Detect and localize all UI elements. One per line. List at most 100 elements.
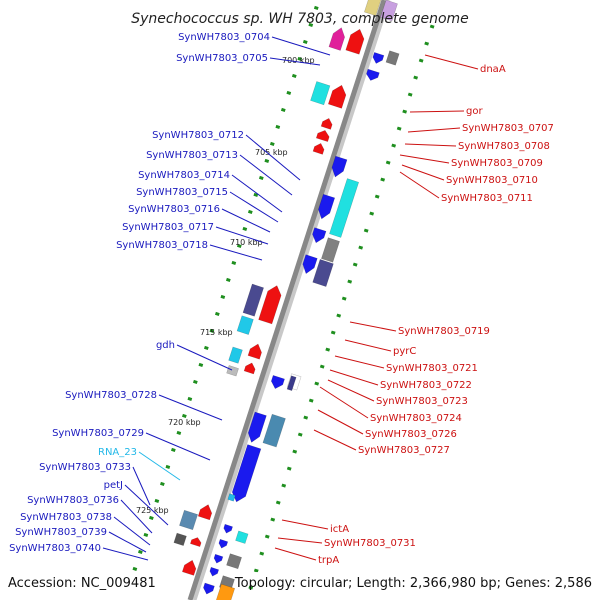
gene-feature [321,237,340,263]
gene-label-right: SynWH7803_0724 [370,413,462,424]
connector-line [281,519,329,530]
gene-shape [227,493,236,502]
tick-dot-right [292,449,298,454]
connector-line [404,143,457,147]
connector-line [124,484,169,526]
gene-label-left: SynWH7803_0728 [65,390,157,401]
gene-label-right: pyrC [393,346,416,357]
gene-feature [310,81,331,106]
gene-feature [242,283,264,317]
gene-feature [173,532,187,546]
connector-line [271,36,331,56]
gene-shape [226,365,239,377]
backbone-shadow [191,0,391,600]
gene-label-left: SynWH7803_0739 [15,527,107,538]
connector-line [120,499,153,534]
tick-dot-right [330,330,336,335]
gene-feature [203,582,215,595]
connector-line [138,451,181,481]
gene-label-right: SynWH7803_0710 [446,175,538,186]
gene-feature [226,365,239,377]
tick-dot-right [275,500,281,505]
tick-dot-right [424,41,430,46]
connector-line [344,339,392,352]
gene-feature [328,27,345,51]
gene-feature [235,530,249,544]
gene-label-left: SynWH7803_0740 [9,543,101,554]
connector-line [313,429,357,451]
gene-feature [179,509,198,531]
gene-label-right: SynWH7803_0722 [380,380,472,391]
gene-shape [228,346,243,364]
kbp-tick-label: 700 kbp [282,56,315,65]
tick-dot-right [418,58,424,63]
connector-line [231,174,283,213]
gene-label-right: dnaA [480,64,506,75]
gene-feature [318,193,336,220]
gene-shape [179,509,198,531]
gene-shape [380,0,398,22]
gene-shape [286,375,297,391]
gene-shape [209,566,220,577]
gene-shape [258,285,282,325]
gene-shape [203,582,215,595]
gene-label-right: gor [466,106,483,117]
connector-line [349,321,397,332]
connector-line [329,369,379,386]
tick-dot-left [225,277,231,282]
kbp-tick-label: 710 kbp [230,238,263,247]
tick-dot-left [149,515,154,520]
tick-dot-left [247,209,253,214]
tick-dot-right [270,517,276,522]
gene-feature [380,0,398,22]
connector-line [176,344,233,371]
gene-shape [215,583,236,600]
gene-feature [226,553,242,570]
tick-dot-right [286,466,292,471]
tick-dot-left [231,260,237,265]
gene-label-right: SynWH7803_0727 [358,445,450,456]
gene-label-left: SynWH7803_0715 [136,187,228,198]
gene-shape [173,532,187,546]
gene-feature [271,375,285,389]
tick-dot-left [236,243,242,248]
tick-dot-right [303,415,309,420]
tick-dot-right [407,92,413,97]
gene-shape [364,0,382,16]
summary-text: Topology: circular; Length: 2,366,980 bp… [234,576,592,591]
gene-label-right: SynWH7803_0709 [451,158,543,169]
connector-line [327,379,375,402]
gene-shape [329,178,360,238]
tick-dot-left [143,532,149,537]
gene-feature [213,553,224,564]
connector-line [317,409,364,435]
gene-shape [213,553,224,564]
tick-dot-left [275,124,281,129]
gene-feature [215,583,236,600]
gene-label-right: SynWH7803_0711 [441,193,533,204]
gene-shape [242,283,264,317]
gene-shape [328,27,345,51]
connector-line [269,57,321,66]
tick-dot-left [308,22,314,27]
gene-label-right: trpA [318,555,339,566]
gene-feature [372,52,385,64]
gene-label-right: SynWH7803_0731 [324,538,416,549]
gene-shape [312,142,325,155]
gene-feature [331,155,348,178]
gene-shape [327,84,347,109]
connector-line [145,432,211,461]
tick-dot-left [132,566,138,571]
gene-feature [197,504,213,521]
gene-shape [345,28,365,55]
gene-label-left: RNA_23 [98,447,137,458]
tick-dot-left [154,498,160,503]
tick-dot-right [325,347,331,352]
gene-shape [235,530,249,544]
tick-dot-right [248,585,254,590]
connector-line [399,171,440,199]
tick-dot-right [391,143,397,148]
connector-line [209,244,263,261]
tick-dot-left [220,294,226,299]
